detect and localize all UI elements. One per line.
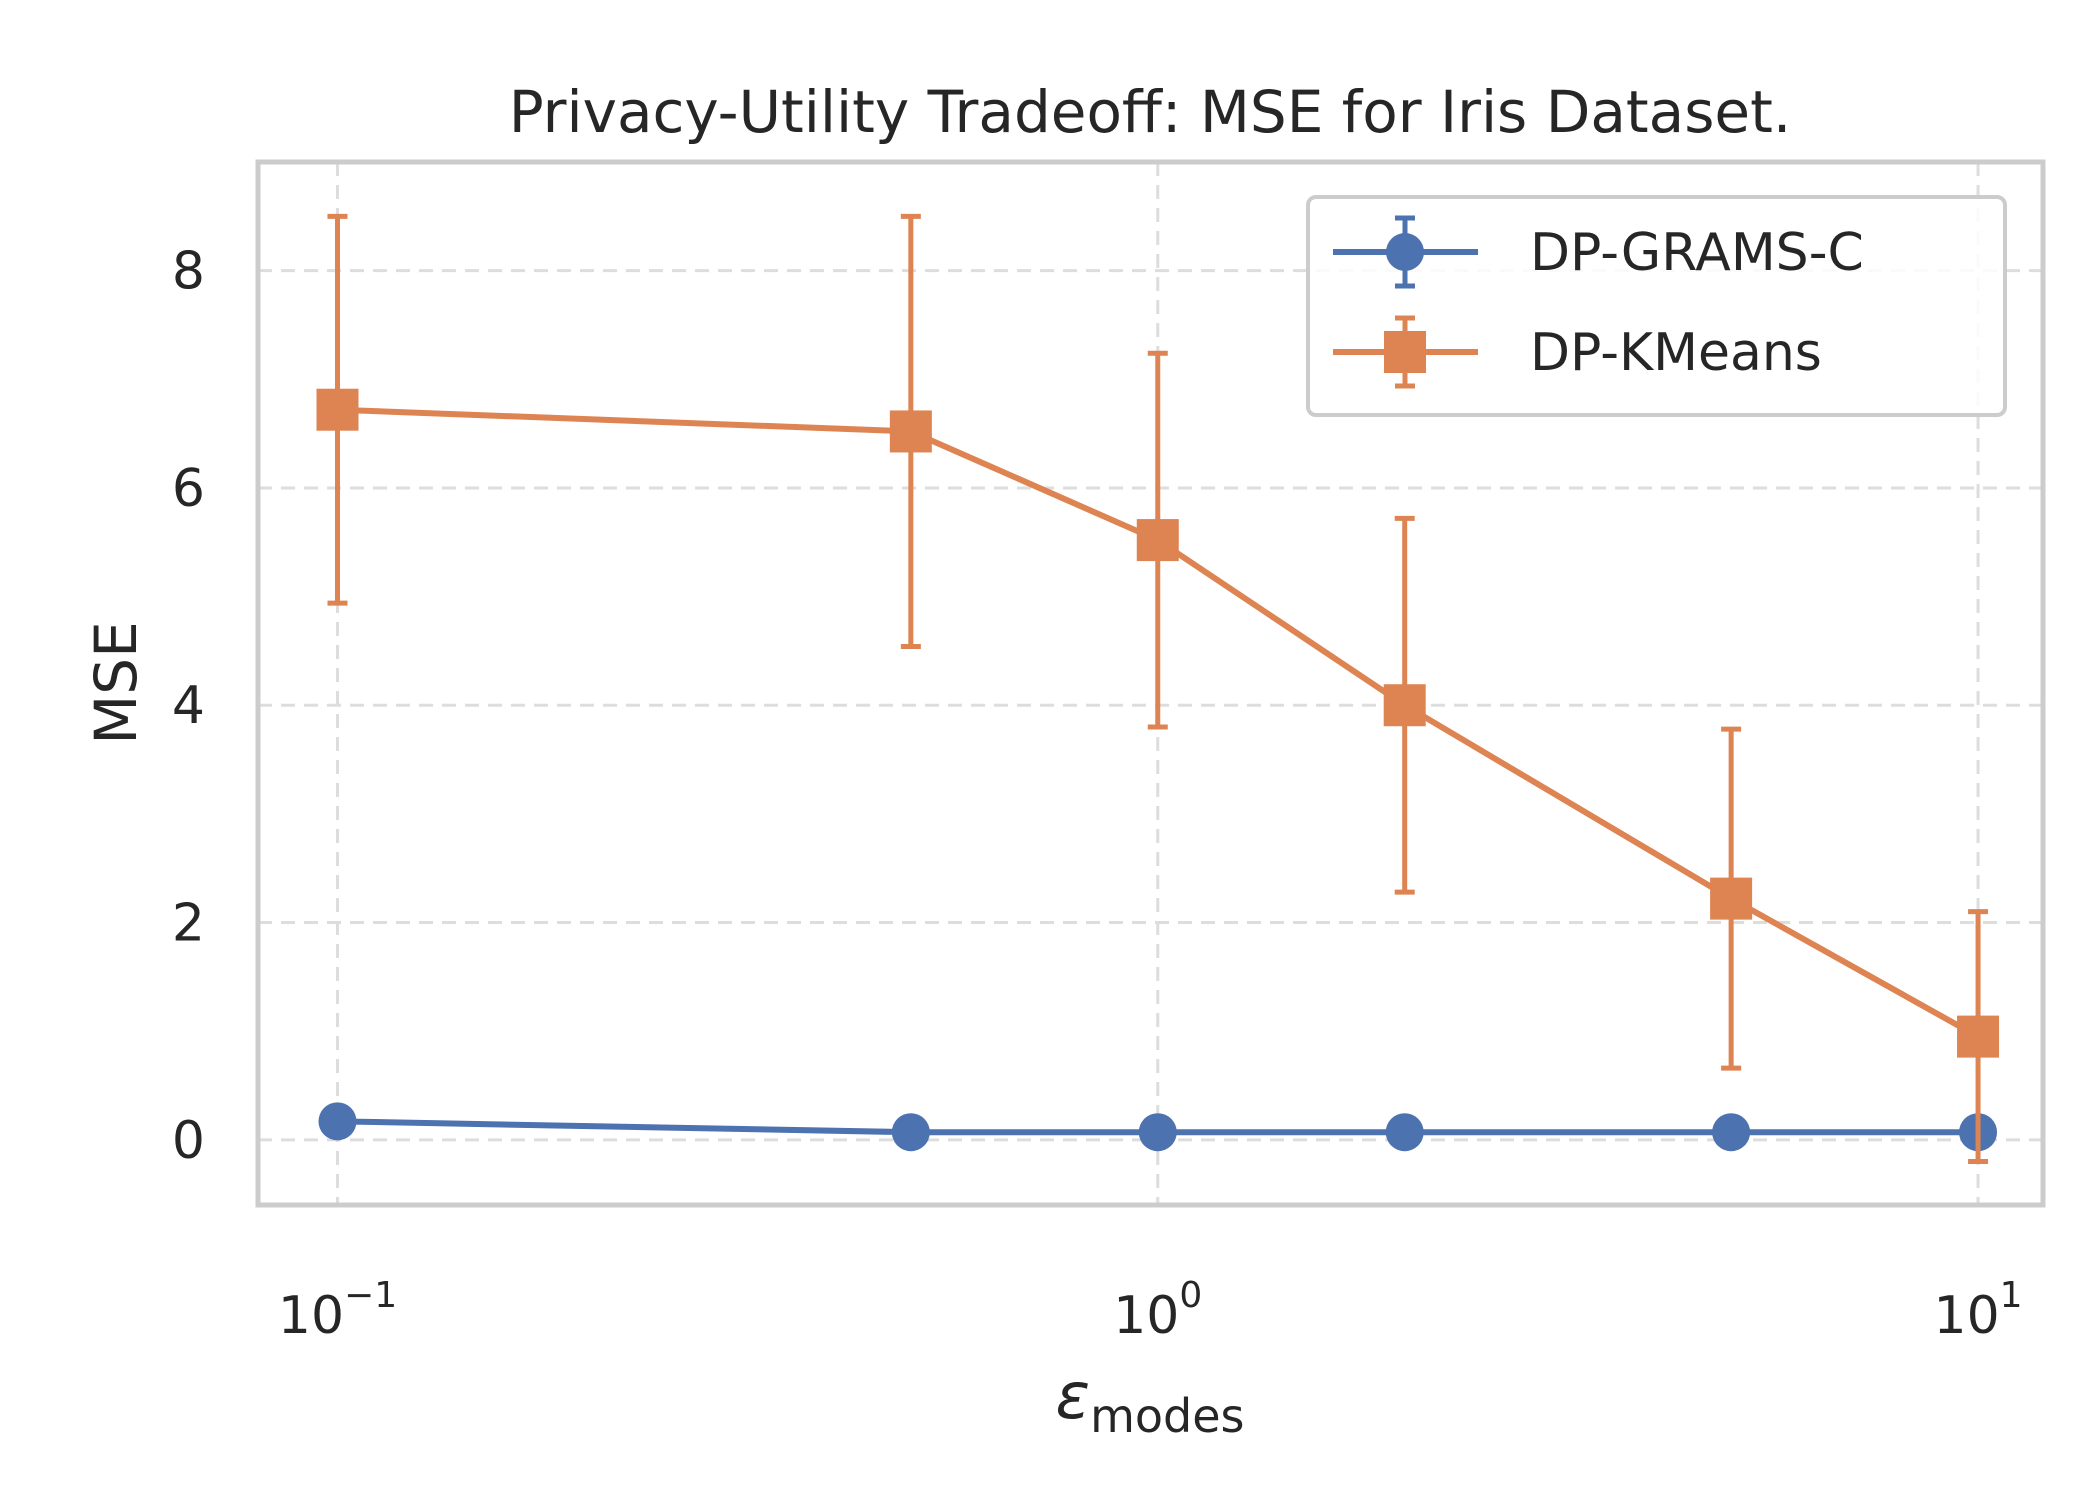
legend: DP-GRAMS-C DP-KMeans bbox=[1306, 195, 2007, 417]
x-tick-base: 10 bbox=[1934, 1286, 2000, 1346]
x-axis-label-subscript: modes bbox=[1090, 1389, 1244, 1443]
data-point-square bbox=[1383, 684, 1426, 727]
data-point-square bbox=[1710, 877, 1753, 920]
x-tick-base: 10 bbox=[278, 1286, 344, 1346]
series-dp-grams-c bbox=[318, 1102, 1998, 1152]
legend-label: DP-KMeans bbox=[1530, 323, 1822, 383]
y-tick-label: 8 bbox=[172, 242, 205, 302]
y-axis-label: MSE bbox=[82, 621, 150, 745]
legend-marker-square bbox=[1384, 331, 1426, 373]
x-axis-label: εmodes bbox=[1055, 1360, 1244, 1443]
x-tick-label: 101 bbox=[1934, 1275, 2023, 1346]
y-tick-label: 6 bbox=[172, 459, 205, 519]
plot-frame bbox=[255, 159, 2046, 1208]
y-tick-label: 4 bbox=[172, 676, 205, 736]
data-point-circle bbox=[318, 1102, 357, 1141]
data-point-circle bbox=[1712, 1113, 1751, 1152]
legend-box bbox=[1306, 195, 2007, 417]
series-line bbox=[337, 406, 1980, 1040]
data-point-circle bbox=[1385, 1113, 1424, 1152]
series-dp-kmeans bbox=[316, 213, 2000, 1165]
x-tick-base: 10 bbox=[1113, 1286, 1179, 1346]
data-point-square bbox=[1957, 1015, 2000, 1058]
data-point-square bbox=[316, 388, 359, 431]
y-tick-label: 2 bbox=[172, 894, 205, 954]
x-tick-label: 10−1 bbox=[278, 1275, 397, 1346]
x-axis-label-symbol: ε bbox=[1055, 1360, 1090, 1434]
x-tick-exponent: 1 bbox=[2000, 1275, 2023, 1316]
series-layer bbox=[316, 213, 2000, 1165]
data-point-square bbox=[889, 410, 932, 453]
data-point-square bbox=[1136, 519, 1179, 562]
legend-label: DP-GRAMS-C bbox=[1530, 223, 1864, 283]
x-tick-exponent: −1 bbox=[344, 1275, 397, 1316]
y-tick-label: 0 bbox=[172, 1111, 205, 1171]
x-tick-exponent: 0 bbox=[1179, 1275, 1202, 1316]
series-line bbox=[337, 1118, 1979, 1136]
chart-title: Privacy-Utility Tradeoff: MSE for Iris D… bbox=[509, 78, 1792, 146]
data-point-circle bbox=[1138, 1113, 1177, 1152]
data-point-circle bbox=[891, 1113, 930, 1152]
x-tick-label: 100 bbox=[1113, 1275, 1202, 1346]
legend-marker-circle bbox=[1386, 233, 1424, 271]
